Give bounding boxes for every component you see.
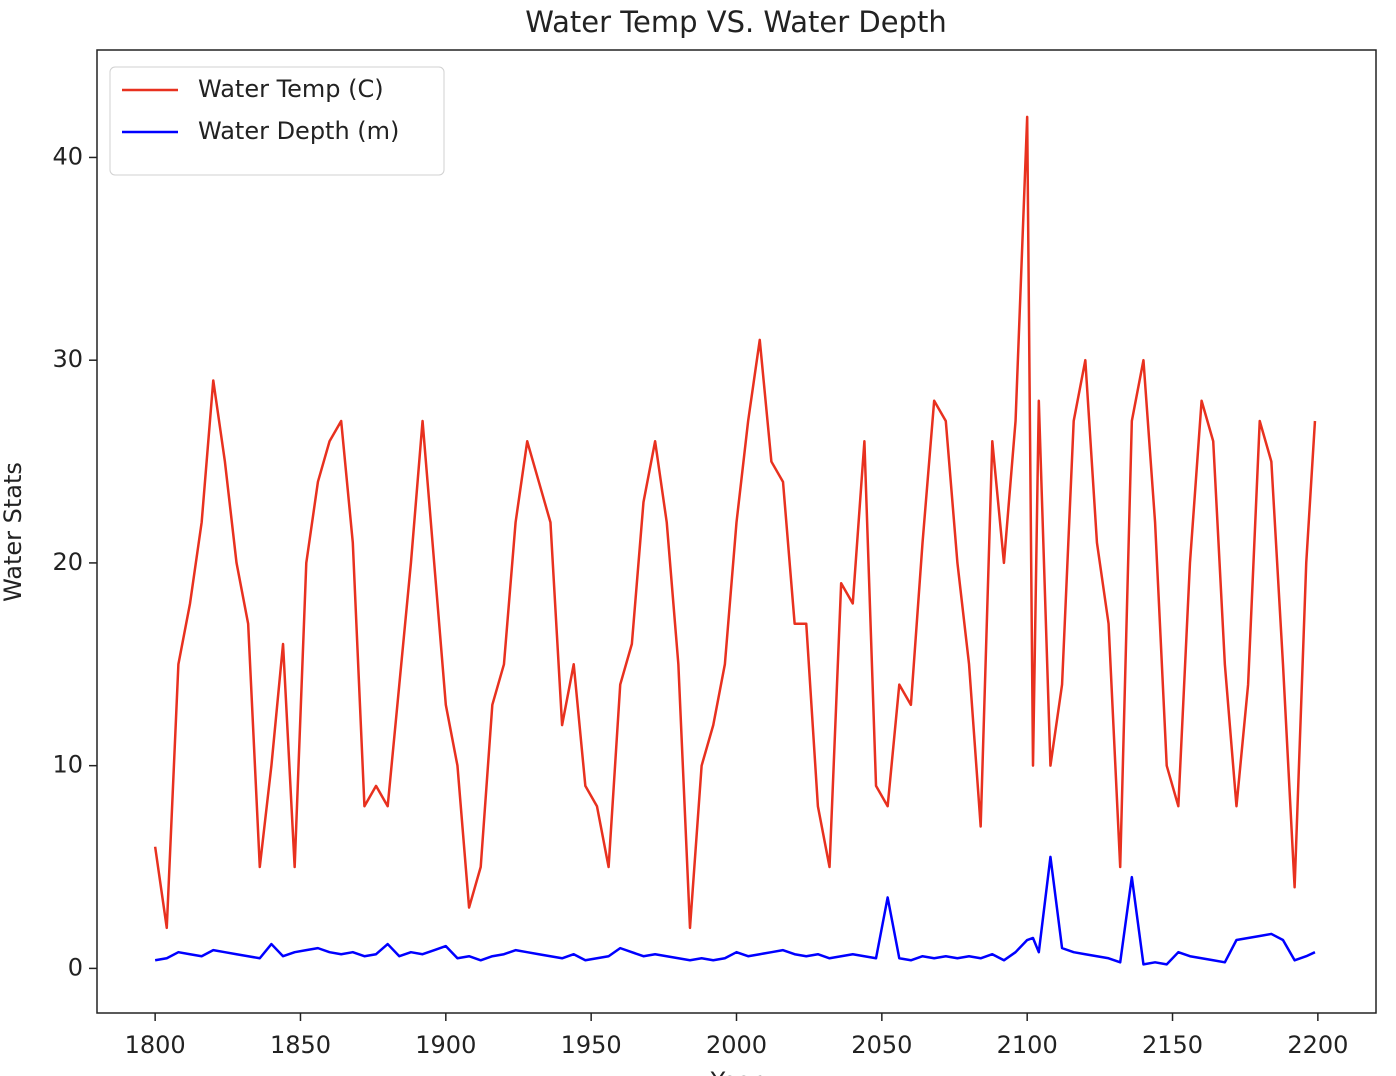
x-tick-label: 2100: [997, 1031, 1058, 1059]
x-tick-label: 1850: [270, 1031, 331, 1059]
y-tick-label: 10: [52, 751, 83, 779]
y-tick-label: 0: [68, 953, 83, 981]
series-line: [154, 855, 1316, 966]
x-tick-label: 1900: [415, 1031, 476, 1059]
x-tick-label: 2000: [706, 1031, 767, 1059]
chart-title: Water Temp VS. Water Depth: [525, 5, 946, 39]
legend-label: Water Temp (C): [198, 75, 384, 103]
legend-label: Water Depth (m): [198, 117, 399, 145]
x-tick-label: 1950: [561, 1031, 622, 1059]
series-line: [153, 115, 1317, 930]
x-tick-label: 2050: [851, 1031, 912, 1059]
y-tick-label: 40: [52, 142, 83, 170]
y-axis-label: Water Stats: [0, 462, 27, 602]
legend-box: [109, 66, 445, 176]
plot-frame: [96, 49, 1377, 1014]
x-tick-label: 1800: [125, 1031, 186, 1059]
y-tick-label: 30: [52, 345, 83, 373]
x-axis-label: Year: [710, 1067, 762, 1076]
y-tick-label: 20: [52, 548, 83, 576]
x-tick-label: 2200: [1287, 1031, 1348, 1059]
x-tick-label: 2150: [1142, 1031, 1203, 1059]
